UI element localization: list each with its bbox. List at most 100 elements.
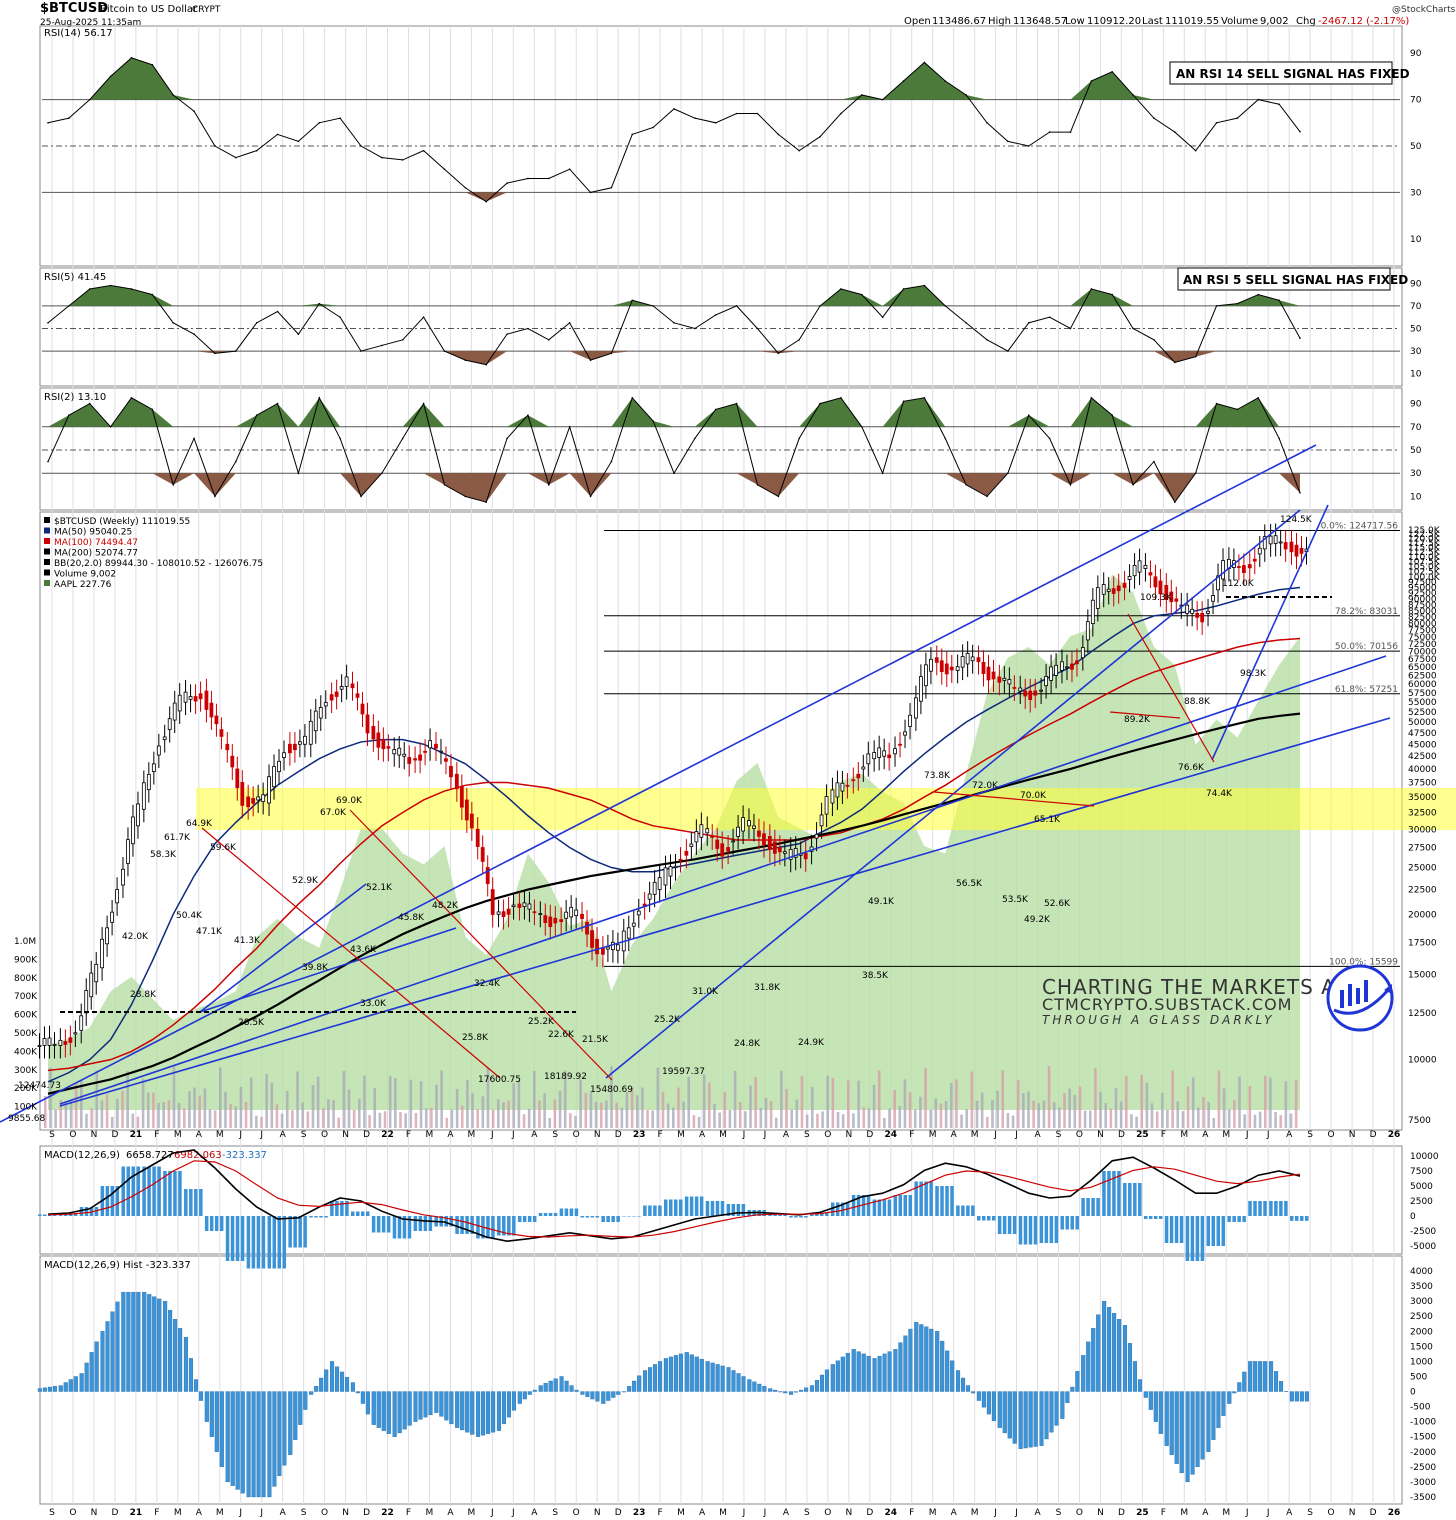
- volume-bar: [49, 1067, 52, 1128]
- candle-body: [1174, 598, 1179, 602]
- volume-bar: [1186, 1086, 1190, 1128]
- candle-body: [673, 865, 678, 868]
- macd-bar: [371, 1216, 376, 1233]
- macd-hist-axis-label: -2000: [1410, 1448, 1436, 1458]
- volume-bar: [651, 1110, 655, 1128]
- macd-bar: [497, 1216, 501, 1236]
- open-value: 113486.67: [932, 16, 986, 27]
- candle-body: [752, 825, 756, 829]
- candle-body: [997, 676, 1002, 683]
- macd-bar: [731, 1204, 736, 1216]
- oversold-fill: [48, 351, 1300, 365]
- macd-hist-bar: [173, 1319, 178, 1392]
- volume-bar: [898, 1105, 902, 1128]
- rsi-point: [297, 140, 300, 143]
- macd-hist-bar: [543, 1383, 548, 1392]
- peak-label: 45.8K: [398, 913, 425, 923]
- rsi-point: [965, 94, 967, 96]
- rsi-point: [652, 420, 654, 422]
- candle-body: [611, 941, 615, 951]
- macd-hist-bar: [538, 1385, 543, 1392]
- x-tick-label: S: [1056, 1508, 1062, 1518]
- macd-hist-bar: [126, 1291, 131, 1392]
- peak-label: 98.3K: [1240, 669, 1267, 679]
- volume-bar: [728, 1109, 732, 1128]
- candle-body: [970, 656, 975, 662]
- macd-hist-bar: [293, 1391, 298, 1440]
- price-axis-label: 35000: [1408, 793, 1437, 803]
- macd-bar: [1179, 1216, 1184, 1243]
- volume-bar: [780, 1070, 783, 1128]
- candle-body: [323, 702, 328, 707]
- x-tick-label: A: [196, 1508, 203, 1518]
- rsi-point: [589, 495, 592, 498]
- macd-hist-bar: [1158, 1391, 1163, 1434]
- volume-bar: [1094, 1067, 1097, 1128]
- x-tick-label: O: [69, 1130, 76, 1140]
- macd-hist-bar: [121, 1291, 126, 1392]
- peak-label: 70.0K: [1020, 791, 1047, 801]
- macd-bar: [1174, 1216, 1179, 1243]
- macd-hist-bar: [799, 1389, 804, 1392]
- macd-bar: [1112, 1171, 1116, 1216]
- price-axis-label: 77500: [1408, 626, 1437, 636]
- volume-bar: [296, 1071, 299, 1128]
- rsi-point: [735, 305, 738, 307]
- rsi-point: [777, 133, 780, 136]
- macd-bar: [893, 1195, 898, 1216]
- volume-bar: [491, 1109, 495, 1128]
- rsi-point: [881, 316, 884, 319]
- x-tick-label: M: [467, 1130, 475, 1140]
- candle-body: [532, 911, 537, 914]
- macd-bar: [502, 1216, 506, 1236]
- legend-swatch: [44, 569, 50, 576]
- macd-hist-bar: [752, 1381, 757, 1392]
- candle-body: [564, 911, 569, 919]
- macd-bar: [653, 1205, 657, 1216]
- candle-body: [246, 796, 251, 808]
- x-tick-label: S: [804, 1130, 810, 1140]
- rsi5-annotation: AN RSI 5 SELL SIGNAL HAS FIXED: [1183, 273, 1408, 287]
- peak-label: 25.8K: [462, 1033, 489, 1043]
- macd-bar: [574, 1208, 579, 1216]
- volume-bar: [167, 1100, 171, 1128]
- volume-bar: [816, 1113, 819, 1128]
- candle-body: [1054, 664, 1058, 676]
- macd-hist-axis-label: -3500: [1410, 1493, 1436, 1503]
- rsi-point: [923, 284, 926, 287]
- volume-bar: [533, 1071, 536, 1128]
- volume-bar: [285, 1091, 289, 1128]
- candle-body: [981, 661, 986, 674]
- volume-bar: [841, 1114, 845, 1128]
- macd-hist-bar: [517, 1391, 522, 1404]
- volume-bar: [157, 1102, 160, 1128]
- macd-hist-bar: [214, 1391, 219, 1452]
- volume-bar: [1258, 1111, 1262, 1128]
- x-tick-label: D: [866, 1130, 873, 1140]
- x-tick-label: A: [1286, 1130, 1293, 1140]
- candle-body: [908, 714, 912, 727]
- volume-bar: [311, 1085, 315, 1128]
- candle-body: [501, 911, 506, 918]
- candle-body: [548, 916, 553, 928]
- volume-bar: [203, 1088, 207, 1128]
- volume-bar: [594, 1101, 598, 1128]
- candle-body: [63, 1041, 68, 1045]
- macd-hist-bar: [632, 1380, 637, 1392]
- volume-bar: [213, 1110, 217, 1128]
- volume-bar: [255, 1115, 258, 1128]
- macd-bar: [163, 1171, 167, 1216]
- rsi-point: [861, 426, 863, 428]
- candle-body: [845, 784, 850, 787]
- volume-bar: [1233, 1100, 1236, 1128]
- x-tick-label: J: [238, 1130, 242, 1140]
- volume-bar: [275, 1104, 279, 1128]
- volume-bar: [960, 1114, 963, 1128]
- x-tick-label: J: [742, 1130, 746, 1140]
- macd-bar: [121, 1166, 125, 1216]
- candle-body: [423, 750, 428, 753]
- macd-bar: [919, 1181, 923, 1216]
- macd-bar: [1117, 1171, 1121, 1216]
- volume-bar: [821, 1111, 824, 1128]
